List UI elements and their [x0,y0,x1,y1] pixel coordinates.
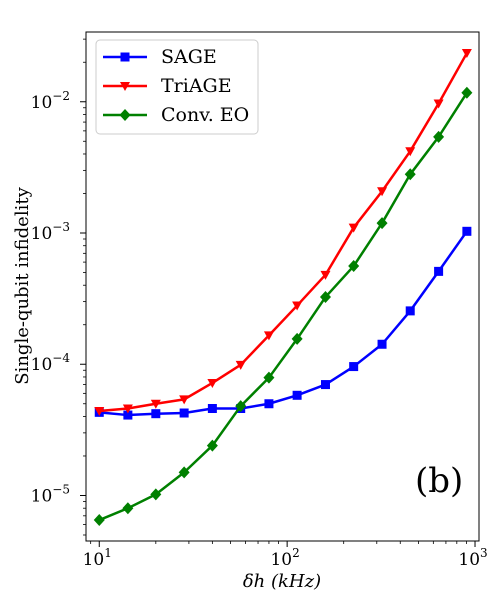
series-triage [94,49,472,417]
data-point-sage [151,409,161,419]
series-line-conv-eo [98,92,468,522]
data-point-sage [349,362,359,372]
data-point-triage [292,301,303,311]
data-point-conv-eo [150,488,162,501]
data-point-triage [433,99,444,109]
plot-frame [85,31,480,542]
legend-label: SAGE [161,46,217,68]
data-point-sage [434,266,444,276]
data-point-conv-eo [206,439,218,452]
series-layer [93,49,473,527]
data-point-triage [461,49,472,59]
series-sage [94,226,472,420]
data-point-sage [405,306,415,316]
data-point-conv-eo [263,371,275,384]
data-point-sage [123,410,133,420]
series-line-sage [99,230,468,417]
data-point-conv-eo [319,291,331,304]
x-axis-ticks: 101 102 103 [83,541,488,570]
panel-label: (b) [415,461,463,501]
data-point-triage [235,360,246,370]
data-point-sage [292,390,302,400]
data-point-triage [348,223,359,233]
legend-entry-conv-eo: Conv. EO [103,104,249,126]
data-point-conv-eo [461,86,473,99]
y-tick-label: 10−5 [31,482,70,506]
legend-label: Conv. EO [161,104,249,126]
legend-entry-sage: SAGE [103,46,217,68]
y-axis-ticks: 10−5 10−4 10−3 10−2 [31,38,86,536]
data-point-triage [405,147,416,157]
data-point-conv-eo [404,168,416,181]
data-point-triage [207,378,218,388]
legend-box [95,39,259,135]
data-point-conv-eo [376,217,388,230]
x-tick-label: 102 [270,546,299,570]
x-tick-label: 101 [83,546,112,570]
data-point-sage [462,226,472,236]
data-point-sage [179,408,189,418]
data-point-triage [179,395,190,405]
data-point-triage [377,187,388,197]
legend-marker [120,52,130,62]
data-point-sage [320,380,330,390]
series-line-triage [99,52,468,413]
legend-marker [120,82,130,91]
data-point-triage [320,270,331,280]
data-point-triage [150,399,161,409]
data-point-triage [263,331,274,341]
data-point-conv-eo [122,502,134,515]
data-point-conv-eo [235,400,247,413]
data-point-conv-eo [433,130,445,143]
data-point-sage [377,339,387,349]
x-tick-label: 103 [458,546,487,570]
y-tick-label: 10−4 [31,351,71,375]
legend: SAGE TriAGE Conv. EO [95,39,259,135]
data-point-conv-eo [93,514,105,527]
data-point-conv-eo [291,332,303,345]
legend-marker [119,109,131,121]
y-axis-label: Single-qubit infidelity [12,186,33,384]
data-point-sage [207,404,217,414]
legend-entry-triage: TriAGE [103,75,232,97]
series-conv-eo [93,86,473,527]
y-tick-label: 10−3 [31,220,70,244]
data-point-conv-eo [348,260,360,273]
data-point-triage [94,407,105,417]
data-point-triage [122,404,133,414]
legend-label: TriAGE [161,75,232,97]
y-tick-label: 10−2 [31,89,70,113]
data-point-sage [264,399,274,409]
x-axis-label: δh (kHz) [243,571,321,592]
data-point-conv-eo [178,466,190,479]
